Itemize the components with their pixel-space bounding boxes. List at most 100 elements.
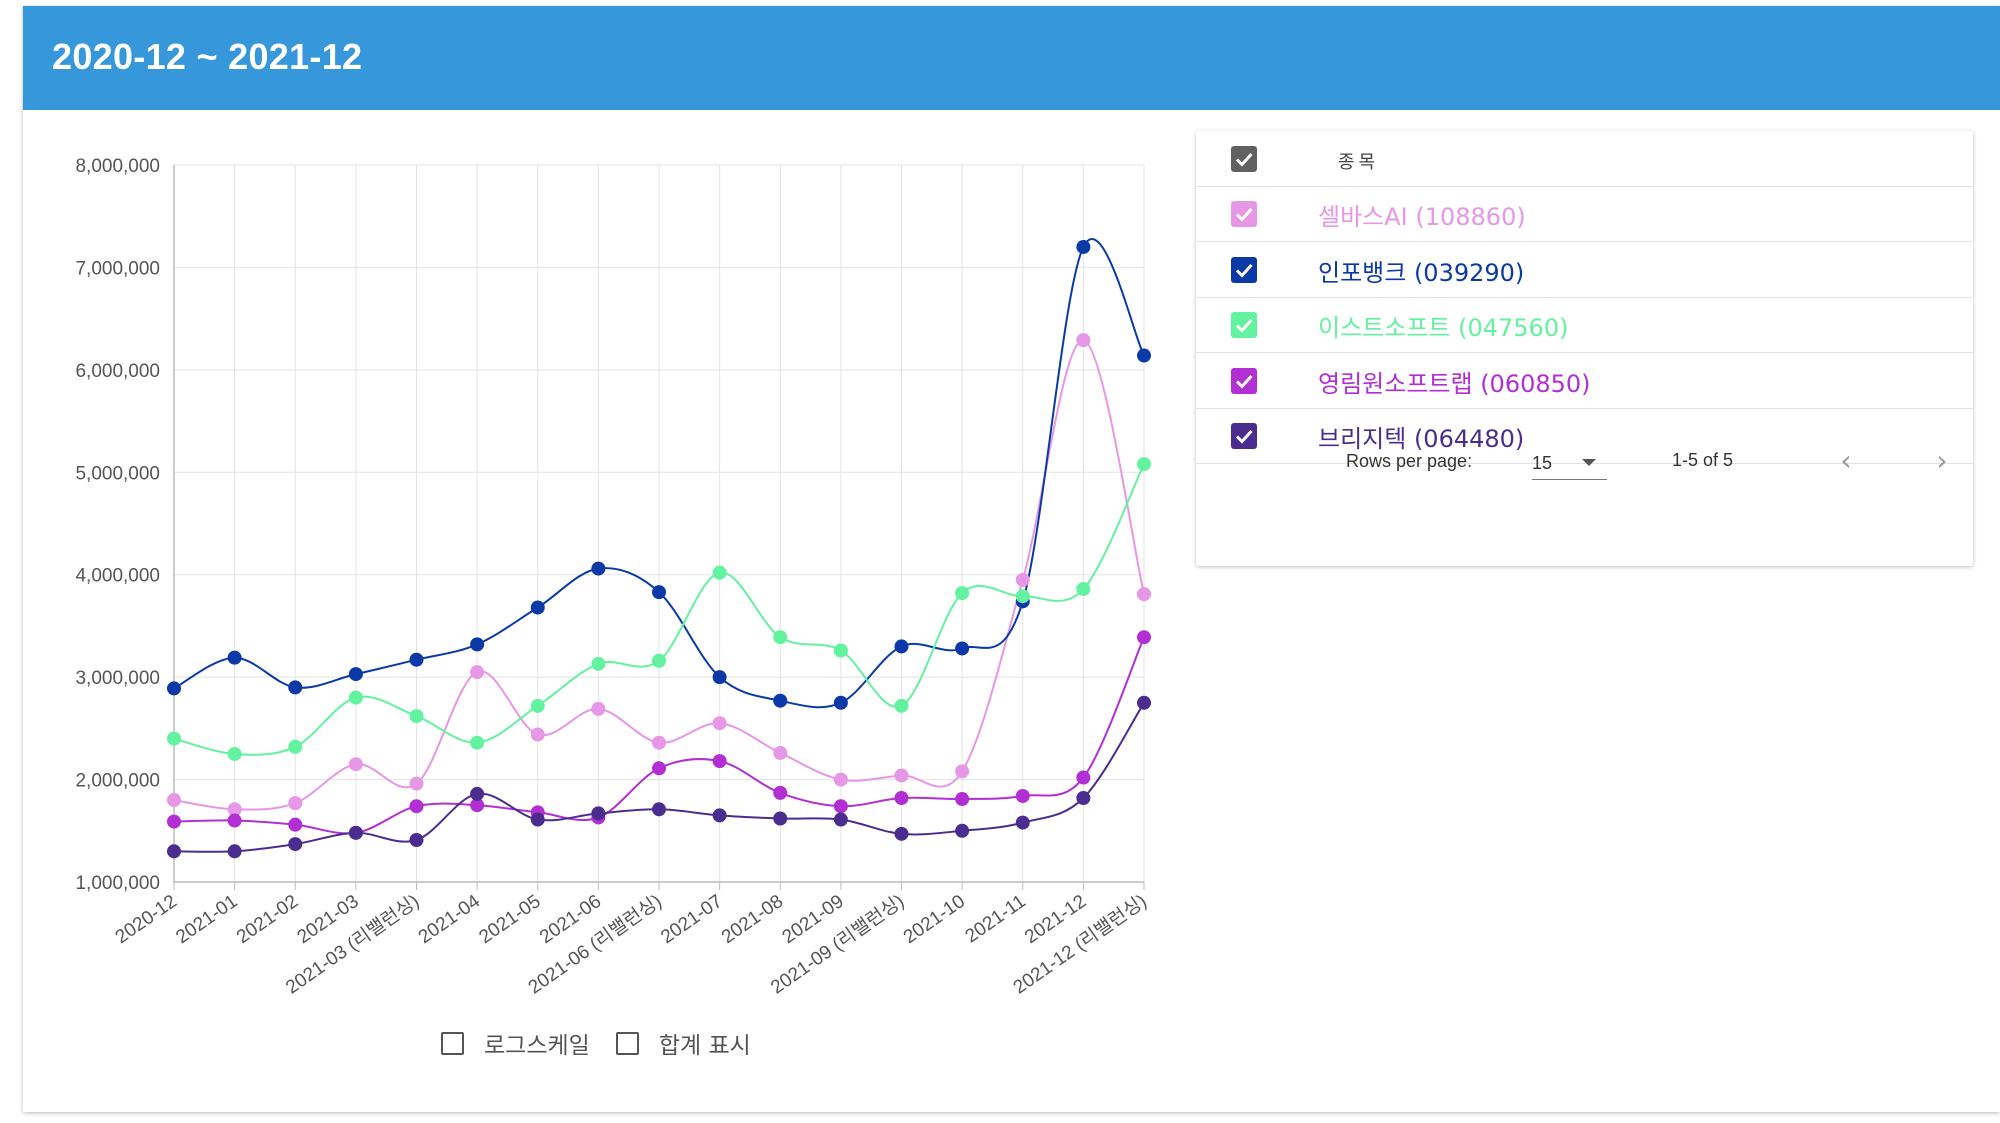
data-point: [167, 731, 181, 746]
data-point: [167, 793, 181, 808]
chevron-left-icon: ‹: [1840, 444, 1852, 477]
data-point: [288, 837, 303, 852]
dropdown-caret-icon: [1582, 459, 1596, 466]
data-point: [288, 739, 303, 754]
data-point: [227, 746, 242, 761]
data-point: [348, 690, 363, 705]
rows-per-page-value: 15: [1532, 453, 1553, 473]
show-total-checkbox[interactable]: [615, 1031, 639, 1055]
data-point: [1076, 770, 1091, 785]
data-point: [470, 735, 485, 750]
data-point: [1076, 333, 1091, 348]
check-icon: [1235, 374, 1253, 389]
check-icon: [1235, 207, 1253, 222]
table-header-row: 종목: [1196, 131, 1973, 187]
line-chart: 1,000,000 2,000,000 3,000,000 4,000,000 5,00…: [75, 156, 1151, 998]
data-point: [833, 812, 848, 827]
row-checkbox[interactable]: [1231, 256, 1257, 283]
data-point: [227, 650, 242, 665]
data-point: [773, 745, 788, 760]
data-point: [894, 826, 909, 841]
log-scale-checkbox[interactable]: [441, 1031, 464, 1055]
data-point: [1137, 695, 1151, 710]
x-tick-label: 2021-04: [415, 891, 485, 948]
row-checkbox[interactable]: [1231, 367, 1257, 394]
data-point: [1015, 572, 1030, 587]
data-point: [530, 727, 545, 742]
data-point: [894, 791, 909, 806]
prev-page-button[interactable]: ‹: [1828, 443, 1864, 479]
next-page-button[interactable]: ›: [1924, 443, 1960, 479]
data-point: [1076, 582, 1091, 597]
x-tick-label: 2020-12: [112, 891, 181, 948]
row-stock-label: 이스트소프트 (047560): [1318, 314, 1569, 342]
data-point: [591, 701, 606, 716]
y-tick-label: 5,000,000: [75, 463, 160, 484]
rows-per-page-select[interactable]: 15: [1532, 443, 1607, 480]
data-point: [652, 735, 666, 750]
pagination-range: 1-5 of 5: [1672, 450, 1734, 470]
show-total-label: 합계 표시: [658, 1033, 751, 1059]
data-point: [712, 754, 727, 769]
data-point: [773, 785, 788, 800]
data-point: [833, 695, 848, 710]
log-scale-label: 로그스케일: [484, 1033, 590, 1059]
row-checkbox[interactable]: [1231, 423, 1257, 449]
data-point: [955, 823, 970, 838]
data-point: [409, 652, 424, 667]
data-point: [470, 665, 485, 680]
data-point: [833, 772, 848, 787]
x-tick-label: 2021-01: [172, 891, 241, 948]
data-point: [712, 808, 727, 823]
page-title: 2020-12 ~ 2021-12: [52, 36, 363, 77]
data-point: [591, 806, 606, 821]
data-point: [530, 600, 545, 615]
table-row[interactable]: 이스트소프트 (047560): [1196, 297, 1973, 353]
table-row[interactable]: 셀바스AI (108860): [1196, 186, 1973, 242]
data-point: [167, 681, 181, 696]
data-point: [409, 709, 424, 724]
column-header-stock: 종목: [1338, 152, 1380, 173]
x-tick-label: 2021-07: [657, 891, 726, 948]
y-tick-label: 3,000,000: [75, 668, 160, 689]
main-card: 2020-12 ~ 2021-12 1,000,000 2,000,000 3,00…: [23, 6, 2000, 1112]
select-all-checkbox[interactable]: [1231, 146, 1257, 172]
x-tick-label: 2021-10: [900, 891, 969, 948]
data-point: [409, 799, 424, 814]
data-point: [833, 799, 848, 814]
data-point: [1015, 589, 1030, 604]
table-row[interactable]: 영림원소프트랩 (060850): [1196, 353, 1973, 409]
show-total-option[interactable]: 합계 표시: [615, 1026, 751, 1060]
data-point: [652, 585, 666, 600]
row-stock-label: 영림원소프트랩 (060850): [1318, 369, 1591, 398]
data-point: [167, 814, 181, 829]
data-point: [1015, 788, 1030, 803]
data-point: [470, 786, 485, 801]
data-point: [833, 643, 848, 658]
data-point: [652, 802, 666, 817]
table-row[interactable]: 인포뱅크 (039290): [1196, 242, 1973, 298]
row-checkbox[interactable]: [1231, 201, 1257, 227]
data-point: [894, 768, 909, 783]
data-point: [530, 812, 545, 827]
data-point: [1137, 630, 1151, 645]
y-tick-label: 8,000,000: [75, 156, 160, 177]
check-icon: [1235, 318, 1253, 333]
data-point: [348, 667, 363, 682]
data-point: [712, 670, 727, 685]
data-point: [288, 680, 303, 695]
data-point: [288, 796, 303, 811]
stock-table: 종목 셀바스AI (108860) 인포뱅크 (039290) 이스트소프트 (04…: [1196, 131, 1973, 566]
row-stock-label: 인포뱅크 (039290): [1318, 258, 1525, 287]
data-point: [227, 802, 242, 817]
x-tick-label: 2021-11: [962, 891, 1030, 947]
data-point: [409, 833, 424, 848]
header-bar: 2020-12 ~ 2021-12: [23, 6, 2000, 110]
row-stock-label: 셀바스AI (108860): [1318, 203, 1526, 231]
row-checkbox[interactable]: [1231, 312, 1257, 338]
row-stock-label: 브리지텍 (064480): [1318, 425, 1525, 453]
chevron-right-icon: ›: [1936, 444, 1948, 477]
data-point: [712, 565, 727, 580]
data-point: [894, 698, 909, 713]
log-scale-option[interactable]: 로그스케일: [441, 1026, 590, 1060]
